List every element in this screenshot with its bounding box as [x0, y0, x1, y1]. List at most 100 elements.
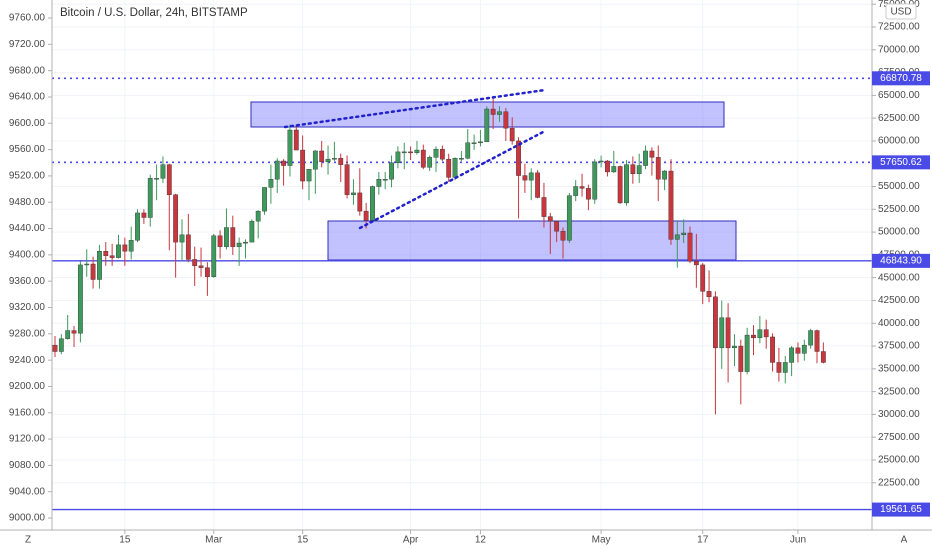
candle-body [751, 334, 756, 339]
candle-body [179, 234, 185, 243]
level-label: 57650.62 [880, 157, 922, 168]
candle-body [560, 230, 566, 241]
candle-body [541, 197, 547, 217]
y-tick-label: 27500.00 [878, 432, 920, 443]
candle-body [624, 164, 629, 204]
candle-body [262, 187, 267, 212]
currency-box[interactable] [885, 3, 917, 20]
y2-tick-label: 9560.00 [9, 144, 46, 155]
candle-body [471, 142, 477, 144]
candle-body [719, 317, 725, 349]
candle-body [363, 210, 369, 221]
candle-body [490, 108, 496, 115]
candle-body [389, 162, 394, 180]
candle-body [293, 129, 299, 151]
candle-body [586, 188, 591, 200]
y-tick-label: 50000.00 [878, 227, 920, 238]
button[interactable]: Z [25, 535, 31, 546]
candle-body [338, 158, 344, 165]
candle-body [103, 251, 109, 256]
candle-body [782, 362, 788, 373]
candle-body [52, 344, 58, 352]
candle-body [763, 329, 769, 338]
candle-body [814, 330, 820, 352]
y-tick-label: 60000.00 [878, 136, 920, 147]
y2-tick-label: 9720.00 [9, 39, 46, 50]
candle-body [427, 157, 433, 168]
candle-body [147, 178, 153, 218]
x-tick-label: 17 [697, 535, 709, 546]
candle-body [84, 263, 90, 266]
candle-body [605, 160, 610, 173]
candle-body [611, 166, 617, 173]
candle-body [217, 235, 223, 247]
candle-body [497, 111, 502, 115]
candle-body [636, 165, 642, 174]
candle-body [465, 142, 471, 159]
candle-body [522, 175, 528, 181]
candles [52, 96, 826, 415]
candle-body [535, 172, 540, 198]
candle-body [198, 265, 204, 268]
candle-body [700, 264, 706, 292]
candle-body [687, 232, 693, 262]
level-label-box [872, 71, 930, 86]
candle-body [776, 362, 782, 373]
y2-tick-label: 9600.00 [9, 118, 46, 129]
candle-body [224, 227, 229, 247]
level-label: 19561.65 [880, 504, 922, 515]
level-label-box [872, 502, 930, 517]
y-tick-label: 35000.00 [878, 363, 920, 374]
x-tick-label: May [592, 535, 611, 546]
candle-body [331, 158, 337, 160]
zone [327, 220, 737, 261]
candle-body [649, 150, 655, 158]
candle-body [592, 161, 598, 200]
candle-body [693, 261, 699, 266]
y-tick-label: 65000.00 [878, 90, 920, 101]
trend-line [283, 88, 547, 129]
candle-body [249, 220, 255, 243]
y2-tick-label: 9000.00 [9, 513, 46, 524]
y-tick-label: 32500.00 [878, 386, 920, 397]
candle-body [173, 194, 179, 243]
y-tick-label: 37500.00 [878, 341, 920, 352]
candle-body [243, 241, 248, 244]
y2-tick-label: 9200.00 [9, 381, 46, 392]
candle-body [135, 212, 140, 241]
candle-body [789, 347, 795, 363]
x-tick-label: 15 [297, 535, 309, 546]
candle-body [725, 317, 731, 349]
y2-tick-label: 9760.00 [9, 13, 46, 24]
y-tick-label: 72500.00 [878, 22, 920, 33]
candle-body [452, 158, 458, 178]
candle-body [255, 210, 261, 222]
axis-labels: 22500.00 25000.00 27500.00 30000.00 32500.00… [9, 0, 930, 546]
candle-body [509, 127, 515, 142]
candle-body [478, 141, 483, 144]
level-label: 46843.90 [880, 256, 922, 267]
y2-tick-label: 9640.00 [9, 92, 46, 103]
candle-body [630, 164, 636, 174]
candle-body [668, 170, 674, 240]
currency[interactable]: USD [890, 7, 911, 18]
button[interactable]: A [901, 535, 908, 546]
candle-body [757, 329, 763, 339]
y-tick-label: 70000.00 [878, 44, 920, 55]
candle-body [516, 140, 521, 176]
candle-body [744, 334, 750, 372]
candle-body [662, 170, 668, 180]
candle-body [230, 227, 236, 247]
candle-body [109, 255, 115, 258]
y2-tick-label: 9360.00 [9, 276, 46, 287]
y-tick-label: 42500.00 [878, 295, 920, 306]
candle-body [598, 160, 604, 163]
y2-tick-label: 9520.00 [9, 171, 46, 182]
candle-body [420, 149, 426, 168]
candle-body [643, 150, 648, 166]
y2-tick-label: 9040.00 [9, 486, 46, 497]
candle-body [458, 158, 464, 160]
candle-body [58, 338, 64, 352]
